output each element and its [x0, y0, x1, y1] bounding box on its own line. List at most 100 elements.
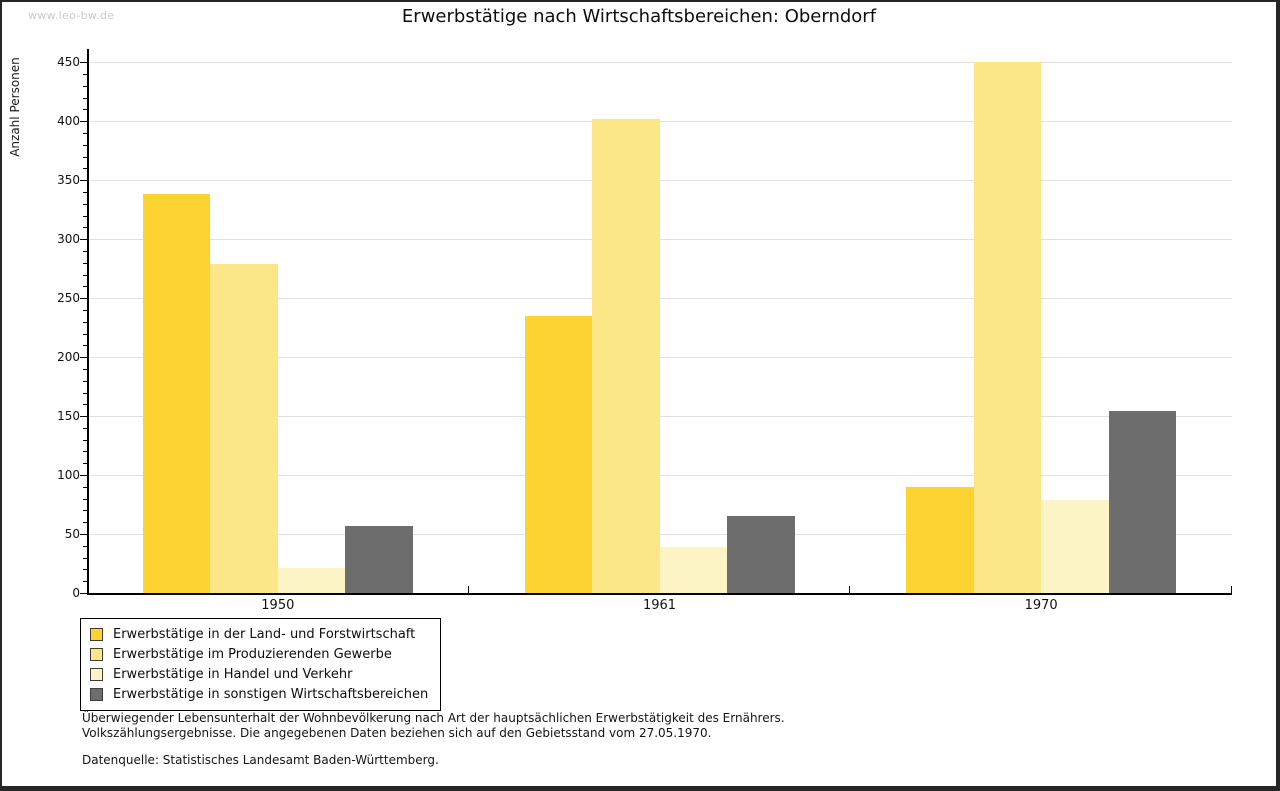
watermark-leo-bw: www.leo-bw.de: [28, 9, 115, 22]
y-minor-tick: [83, 463, 87, 465]
gridline: [87, 62, 1232, 64]
x-tick-label: 1970: [1024, 598, 1058, 613]
gridline: [87, 416, 1232, 418]
y-minor-tick: [83, 97, 87, 99]
y-minor-tick: [83, 109, 87, 111]
x-tick-label: 1961: [642, 598, 677, 613]
x-boundary-tick: [1231, 586, 1232, 593]
y-minor-tick: [83, 203, 87, 205]
legend-swatch-land-forstwirtschaft: [90, 627, 103, 641]
y-tick-label: 50: [64, 527, 80, 542]
gridline: [87, 121, 1232, 123]
bar-1961-series-1: [592, 118, 660, 593]
y-minor-tick: [83, 522, 87, 524]
plot-area: [87, 49, 1232, 593]
x-boundary-tick: [467, 586, 469, 593]
bar-1970-series-2: [1041, 499, 1109, 593]
y-tick-label: 250: [57, 291, 80, 306]
y-tick-label: 450: [57, 55, 80, 70]
y-minor-tick: [83, 250, 87, 252]
bar-1961-series-2: [659, 547, 727, 593]
bar-1970-series-1: [973, 62, 1042, 593]
y-minor-tick: [83, 498, 87, 500]
legend-swatch-handel-verkehr: [90, 667, 103, 681]
y-axis-label: Anzahl Personen: [8, 57, 22, 157]
y-minor-tick: [83, 309, 87, 311]
bar-1970-series-3: [1108, 411, 1177, 593]
gridline: [87, 298, 1232, 300]
legend-swatch-sonstige-bereiche: [90, 687, 103, 701]
y-minor-tick: [83, 510, 87, 512]
y-major-tick: [80, 475, 87, 477]
x-boundary-tick: [849, 586, 851, 593]
bar-1950-series-3: [345, 525, 413, 593]
footnote: Überwiegender Lebensunterhalt der Wohnbe…: [82, 711, 785, 768]
y-minor-tick: [83, 451, 87, 453]
gridline: [87, 239, 1232, 241]
legend-item: Erwerbstätige im Produzierenden Gewerbe: [90, 644, 428, 664]
y-minor-tick: [83, 192, 87, 194]
y-tick-label: 200: [57, 350, 80, 365]
gridline: [87, 180, 1232, 182]
y-tick-label: 150: [57, 409, 80, 424]
y-major-tick: [80, 239, 87, 241]
y-minor-tick: [83, 85, 87, 87]
y-major-tick: [80, 62, 87, 64]
y-minor-tick: [83, 569, 87, 571]
y-minor-tick: [83, 74, 87, 76]
y-tick-label: 100: [57, 468, 80, 483]
bar-1961-series-0: [524, 315, 592, 593]
y-minor-tick: [83, 168, 87, 170]
y-minor-tick: [83, 133, 87, 135]
y-minor-tick: [83, 156, 87, 158]
legend-label: Erwerbstätige in der Land- und Forstwirt…: [113, 626, 416, 642]
y-minor-tick: [83, 557, 87, 559]
x-axis-line: [87, 593, 1232, 595]
footnote-line-2: Volkszählungsergebnisse. Die angegebenen…: [82, 725, 712, 740]
y-minor-tick: [83, 345, 87, 347]
bar-1950-series-1: [210, 263, 278, 593]
y-tick-label: 350: [57, 173, 80, 188]
y-minor-tick: [83, 486, 87, 488]
y-minor-tick: [83, 439, 87, 441]
y-minor-tick: [83, 392, 87, 394]
bar-1950-series-2: [277, 568, 346, 593]
y-minor-tick: [83, 227, 87, 229]
y-minor-tick: [83, 368, 87, 370]
y-minor-tick: [83, 215, 87, 217]
y-minor-tick: [83, 380, 87, 382]
bar-1970-series-0: [906, 486, 974, 593]
legend-item: Erwerbstätige in Handel und Verkehr: [90, 664, 428, 684]
y-tick-label: 400: [57, 114, 80, 129]
y-major-tick: [80, 298, 87, 300]
y-tick-label: 300: [57, 232, 80, 247]
y-minor-tick: [83, 427, 87, 429]
y-major-tick: [80, 180, 87, 182]
legend-item: Erwerbstätige in der Land- und Forstwirt…: [90, 624, 428, 644]
y-minor-tick: [83, 404, 87, 406]
y-minor-tick: [83, 333, 87, 335]
y-major-tick: [80, 416, 87, 418]
legend-item: Erwerbstätige in sonstigen Wirtschaftsbe…: [90, 684, 428, 704]
chart-title: Erwerbstätige nach Wirtschaftsbereichen:…: [401, 6, 877, 27]
y-minor-tick: [83, 286, 87, 288]
legend-label: Erwerbstätige im Produzierenden Gewerbe: [113, 646, 392, 662]
y-minor-tick: [83, 581, 87, 583]
data-source: Datenquelle: Statistisches Landesamt Bad…: [82, 753, 439, 767]
y-minor-tick: [83, 321, 87, 323]
gridline: [87, 357, 1232, 359]
legend-label: Erwerbstätige in sonstigen Wirtschaftsbe…: [113, 686, 429, 702]
y-minor-tick: [83, 262, 87, 264]
x-tick-label: 1950: [261, 598, 295, 613]
gridline: [87, 475, 1232, 477]
legend-label: Erwerbstätige in Handel und Verkehr: [113, 666, 353, 682]
footnote-line-1: Überwiegender Lebensunterhalt der Wohnbe…: [82, 711, 785, 725]
y-major-tick: [80, 534, 87, 536]
gridline: [87, 534, 1232, 536]
y-major-tick: [80, 593, 87, 594]
y-major-tick: [80, 357, 87, 359]
y-minor-tick: [83, 274, 87, 276]
y-minor-tick: [83, 144, 87, 146]
y-minor-tick: [83, 545, 87, 547]
